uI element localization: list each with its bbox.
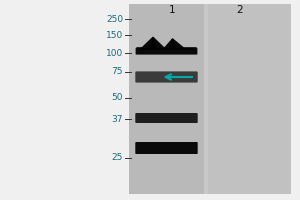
Polygon shape	[136, 37, 166, 48]
Polygon shape	[140, 37, 164, 49]
Text: 25: 25	[112, 154, 123, 162]
Text: 50: 50	[112, 94, 123, 102]
Text: 250: 250	[106, 15, 123, 23]
Polygon shape	[153, 39, 196, 48]
Text: 150: 150	[106, 30, 123, 40]
Bar	[129, 4, 291, 194]
FancyBboxPatch shape	[135, 113, 198, 123]
Text: 100: 100	[106, 48, 123, 58]
Text: 75: 75	[112, 68, 123, 76]
Bar	[129, 4, 204, 194]
Text: 1: 1	[169, 5, 176, 15]
Polygon shape	[164, 39, 194, 49]
FancyBboxPatch shape	[135, 71, 198, 83]
FancyBboxPatch shape	[136, 48, 197, 55]
FancyBboxPatch shape	[135, 142, 198, 154]
Bar	[208, 4, 291, 194]
Text: 2: 2	[237, 5, 243, 15]
Text: 37: 37	[112, 114, 123, 123]
Bar	[136, 48, 196, 54]
